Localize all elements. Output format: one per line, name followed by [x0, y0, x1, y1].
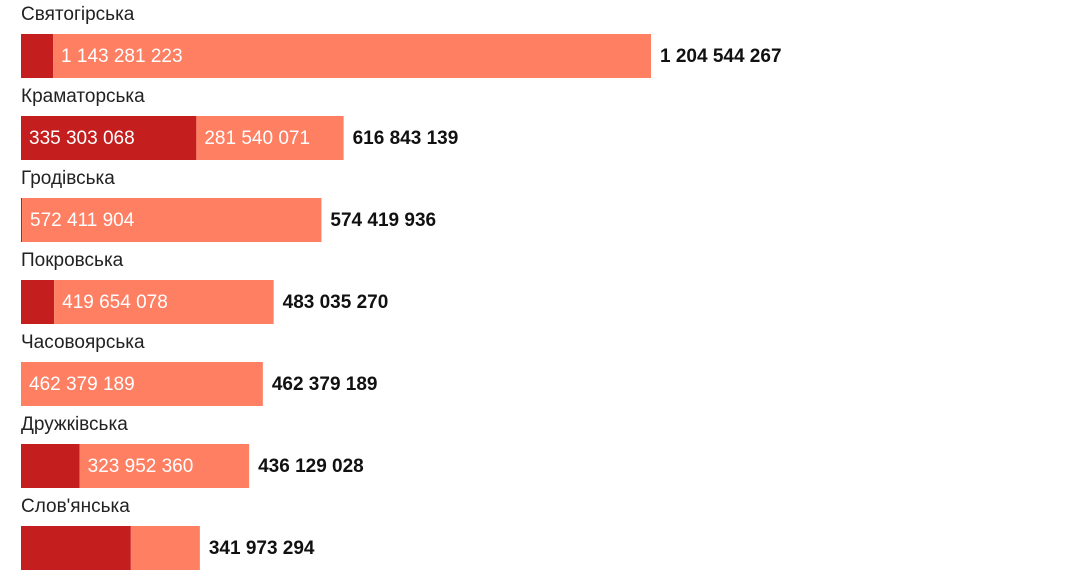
category-label: Слов'янська — [21, 496, 130, 517]
total-label: 1 204 544 267 — [660, 46, 782, 67]
total-label: 462 379 189 — [272, 374, 378, 395]
bar-segment — [21, 362, 263, 406]
bar-segment — [196, 116, 344, 160]
bar-segment — [21, 34, 54, 78]
value-label: 281 540 071 — [204, 128, 310, 149]
total-label: 436 129 028 — [258, 456, 364, 477]
value-label: 419 654 078 — [62, 292, 168, 313]
category-label: Дружківська — [21, 414, 128, 435]
value-label: 462 379 189 — [29, 374, 135, 395]
bar-segment — [21, 444, 80, 488]
category-label: Покровська — [21, 250, 124, 271]
total-label: 616 843 139 — [353, 128, 459, 149]
value-label: 1 143 281 223 — [61, 46, 183, 67]
bar-segment — [79, 444, 250, 488]
bar-segment — [21, 198, 23, 242]
value-label: 572 411 904 — [30, 210, 135, 231]
category-label: Часовоярська — [21, 332, 145, 353]
bar-segment — [21, 116, 197, 160]
total-label: 574 419 936 — [330, 210, 436, 231]
bar-segment — [21, 526, 131, 570]
bar-segment — [54, 280, 274, 324]
value-label: 335 303 068 — [29, 128, 135, 149]
bar-segment — [21, 280, 55, 324]
bar-segment — [130, 526, 200, 570]
category-label: Гродівська — [21, 168, 115, 189]
category-label: Святогірська — [21, 4, 135, 25]
category-label: Краматорська — [21, 86, 145, 107]
value-label: 323 952 360 — [88, 456, 194, 477]
total-label: 483 035 270 — [283, 292, 389, 313]
bar-segment — [22, 198, 322, 242]
bar-segment — [53, 34, 652, 78]
total-label: 341 973 294 — [209, 538, 315, 559]
